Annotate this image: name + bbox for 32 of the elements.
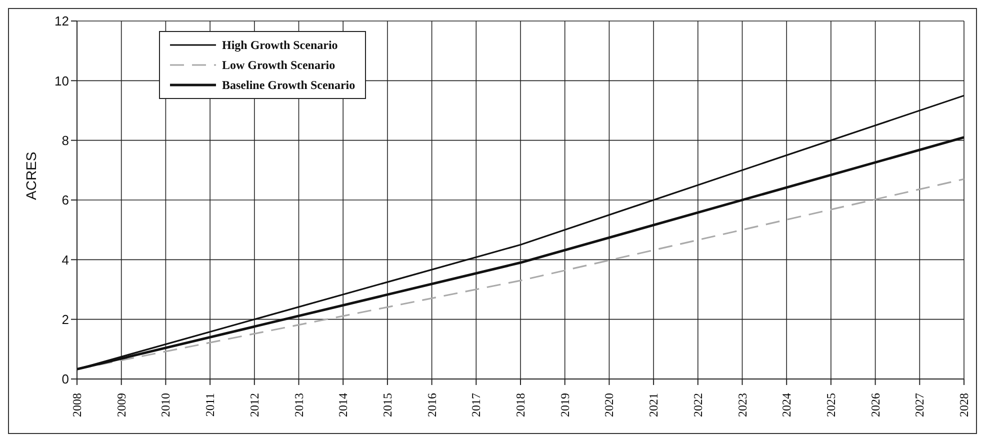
- legend-label: High Growth Scenario: [222, 38, 338, 52]
- x-tick-label: 2024: [780, 393, 794, 417]
- x-tick-label: 2021: [646, 393, 661, 417]
- x-tick-label: 2022: [690, 393, 705, 417]
- legend-label: Baseline Growth Scenario: [222, 78, 356, 92]
- y-tick-label: 12: [54, 14, 69, 29]
- x-tick-label: 2011: [203, 393, 218, 417]
- y-tick-label: 2: [62, 312, 69, 327]
- x-tick-label: 2013: [292, 393, 306, 417]
- y-axis-title: ACRES: [22, 152, 39, 200]
- y-tick-label: 0: [62, 372, 69, 387]
- x-tick-label: 2020: [602, 393, 616, 417]
- x-tick-label: 2012: [247, 393, 262, 417]
- x-tick-label: 2015: [380, 393, 394, 417]
- x-tick-label: 2016: [424, 393, 439, 417]
- x-tick-label: 2014: [336, 393, 350, 417]
- y-tick-label: 8: [62, 132, 69, 148]
- y-tick-label: 6: [62, 192, 69, 208]
- x-tick-label: 2023: [735, 393, 750, 417]
- x-tick-label: 2008: [70, 393, 84, 417]
- x-tick-label: 2019: [558, 393, 572, 417]
- x-tick-label: 2009: [114, 393, 128, 417]
- y-tick-label: 4: [62, 252, 69, 268]
- x-tick-label: 2028: [957, 393, 971, 417]
- x-tick-label: 2027: [912, 393, 927, 417]
- x-tick-label: 2026: [868, 393, 882, 417]
- x-tick-label: 2025: [824, 393, 838, 417]
- x-tick-label: 2017: [469, 393, 484, 417]
- y-tick-label: 10: [54, 73, 69, 88]
- legend-label: Low Growth Scenario: [222, 58, 336, 72]
- x-tick-label: 2010: [158, 393, 173, 417]
- x-tick-label: 2018: [514, 393, 528, 417]
